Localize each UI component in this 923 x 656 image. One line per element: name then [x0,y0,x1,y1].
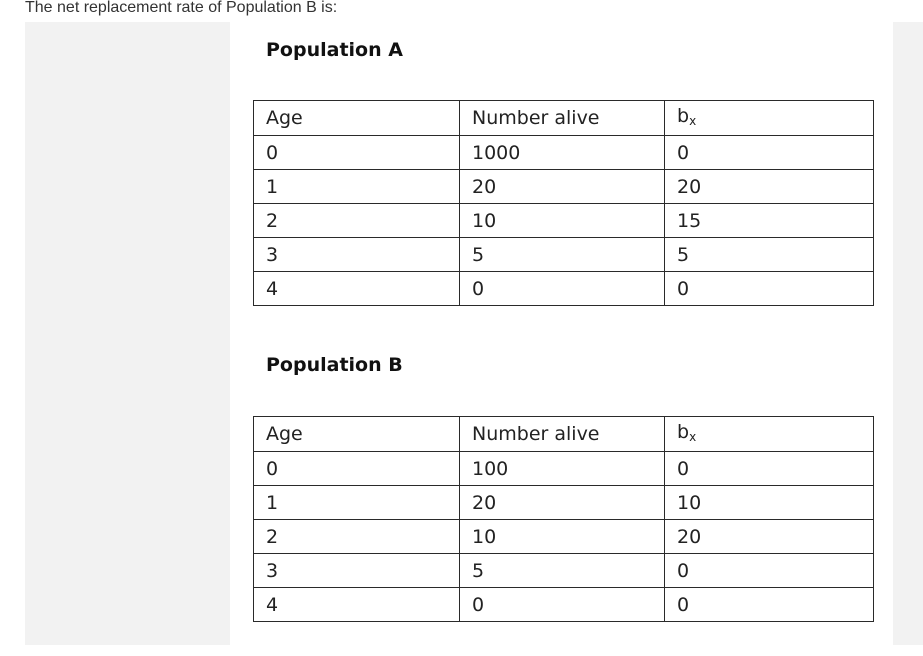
bx-cell: 0 [664,553,874,588]
population-a-table: Age Number alive bx 0 1000 0 1 20 20 2 1… [253,100,874,306]
age-cell: 0 [253,135,460,170]
left-margin-panel [25,22,230,645]
population-b-title: Population B [266,354,403,376]
age-cell: 1 [253,169,460,204]
table-row: 1 20 10 [253,485,874,520]
bx-header-subscript: x [689,429,697,444]
bx-cell: 20 [664,169,874,204]
table-row: 3 5 0 [253,553,874,588]
population-b-table-body: Age Number alive bx 0 100 0 1 20 10 2 10… [253,416,874,622]
right-margin-panel [893,22,923,645]
age-cell: 4 [253,587,460,622]
age-cell: 3 [253,553,460,588]
bx-cell: 0 [664,135,874,170]
table-header-row: Age Number alive bx [253,100,874,136]
population-a-table-body: Age Number alive bx 0 1000 0 1 20 20 2 1… [253,100,874,306]
age-header: Age [253,416,460,452]
age-cell: 0 [253,451,460,486]
age-cell: 2 [253,519,460,554]
bx-cell: 0 [664,271,874,306]
table-row: 4 0 0 [253,587,874,622]
number-alive-header: Number alive [459,416,665,452]
number-alive-cell: 5 [459,237,665,272]
table-row: 2 10 15 [253,203,874,238]
population-a-title: Population A [266,39,403,61]
number-alive-cell: 100 [459,451,665,486]
number-alive-header: Number alive [459,100,665,136]
question-text: The net replacement rate of Population B… [25,0,338,16]
age-cell: 1 [253,485,460,520]
table-row: 0 1000 0 [253,135,874,170]
age-cell: 4 [253,271,460,306]
bx-header: bx [664,416,874,452]
number-alive-cell: 20 [459,485,665,520]
number-alive-cell: 20 [459,169,665,204]
bx-cell: 5 [664,237,874,272]
bx-header-subscript: x [689,113,697,128]
table-row: 1 20 20 [253,169,874,204]
bx-cell: 0 [664,587,874,622]
number-alive-cell: 0 [459,587,665,622]
bx-cell: 15 [664,203,874,238]
age-cell: 2 [253,203,460,238]
number-alive-cell: 0 [459,271,665,306]
population-b-table: Age Number alive bx 0 100 0 1 20 10 2 10… [253,416,874,622]
table-row: 3 5 5 [253,237,874,272]
table-row: 0 100 0 [253,451,874,486]
table-row: 4 0 0 [253,271,874,306]
table-row: 2 10 20 [253,519,874,554]
age-header: Age [253,100,460,136]
age-cell: 3 [253,237,460,272]
number-alive-cell: 1000 [459,135,665,170]
number-alive-cell: 10 [459,519,665,554]
bx-cell: 10 [664,485,874,520]
bx-header-base: b [677,420,690,443]
bx-header-base: b [677,104,690,127]
bx-header: bx [664,100,874,136]
table-header-row: Age Number alive bx [253,416,874,452]
bx-cell: 0 [664,451,874,486]
number-alive-cell: 10 [459,203,665,238]
number-alive-cell: 5 [459,553,665,588]
bx-cell: 20 [664,519,874,554]
